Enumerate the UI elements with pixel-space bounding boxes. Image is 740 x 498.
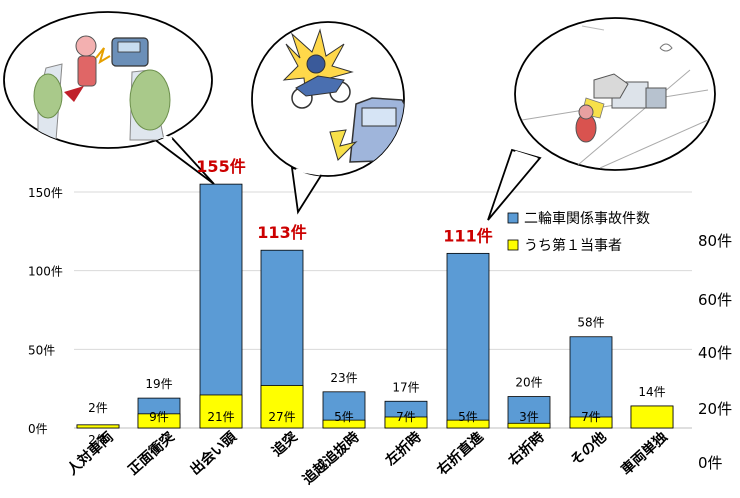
bar-first-party-7 [446,419,490,429]
bar-first-party-1 [76,424,120,429]
x-tick-label-3: 出会い頭 [187,428,241,479]
total-label-9: 58件 [577,316,604,330]
left-tick-label: 100件 [28,265,63,279]
bar-first-party-10 [630,405,674,429]
x-tick-label-7: 右折直進 [433,428,487,479]
total-label-2: 19件 [145,377,172,391]
total-label-6: 17件 [392,380,419,394]
bar-first-party-5 [322,419,366,429]
bar-first-party-2 [137,413,181,429]
bar-first-party-3 [199,394,243,429]
total-label-8: 20件 [515,376,542,390]
x-tick-label-6: 左折時 [381,428,424,469]
bar-total-3 [199,183,243,429]
bars [76,183,674,429]
total-label-10: 14件 [638,385,665,399]
motorcycle-right-turn-collision-illustration [521,25,709,170]
x-tick-label-4: 追突 [268,428,300,459]
x-tick-label-10: 車両単独 [618,428,671,478]
bar-first-party-9 [569,416,613,429]
total-label-3: 155件 [196,157,245,176]
bar-first-party-8 [507,422,551,429]
illustration-bubble-1 [3,11,215,185]
left-axis: 0件 50件 100件 150件 [28,186,63,436]
left-tick-label: 150件 [28,186,63,200]
right-tick-label: 20件 [698,400,732,418]
first-party-label-2: 9件 [149,410,169,424]
illustration-bubble-3 [487,17,716,221]
right-axis: 0件 20件 40件 60件 80件 [698,232,732,472]
left-tick-label: 0件 [28,422,48,436]
total-label-7: 111件 [443,226,492,245]
first-party-label-6: 7件 [396,410,416,424]
bar-total-8 [507,396,551,429]
right-tick-label: 40件 [698,344,732,362]
illustration-bubble-2 [251,21,405,215]
data-labels: 2件 2件 19件 9件 155件 21件 113件 27件 23件 5件 17件 7件 111件 5件 2… [88,157,665,447]
bar-first-party-4 [260,385,304,429]
x-tick-label-8: 右折時 [504,428,547,469]
first-party-label-7: 5件 [458,410,478,424]
legend-label-series-1: 二輪車関係事故件数 [524,210,650,227]
x-tick-label-9: その他 [567,428,610,469]
legend: 二輪車関係事故件数 うち第１当事者 [507,210,650,254]
legend-label-series-2: うち第１当事者 [524,237,622,254]
right-tick-label: 0件 [698,454,723,472]
total-label-5: 23件 [330,371,357,385]
right-tick-label: 80件 [698,232,732,250]
left-tick-label: 50件 [28,343,55,357]
total-label-1: 2件 [88,401,108,415]
first-party-label-8: 3件 [519,410,539,424]
first-party-label-4: 27件 [268,410,295,424]
first-party-label-9: 7件 [581,410,601,424]
x-tick-label-5: 追越追抜時 [299,428,362,487]
first-party-label-3: 21件 [207,410,234,424]
legend-swatch-series-2 [507,239,519,251]
x-axis-labels: 人対車両 正面衝突 出会い頭 追突 追越追抜時 左折時 右折直進 右折時 その他 車両単独 [64,428,671,488]
bar-total-7 [446,252,490,429]
legend-swatch-series-1 [507,212,519,224]
motorcycle-head-on-collision-illustration [33,35,171,141]
x-tick-label-2: 正面衝突 [125,428,178,478]
total-label-4: 113件 [257,223,306,242]
first-party-label-1: 2件 [88,433,108,447]
first-party-label-5: 5件 [334,410,354,424]
right-tick-label: 60件 [698,291,732,309]
bar-total-9 [569,336,613,429]
bar-first-party-6 [384,416,428,429]
